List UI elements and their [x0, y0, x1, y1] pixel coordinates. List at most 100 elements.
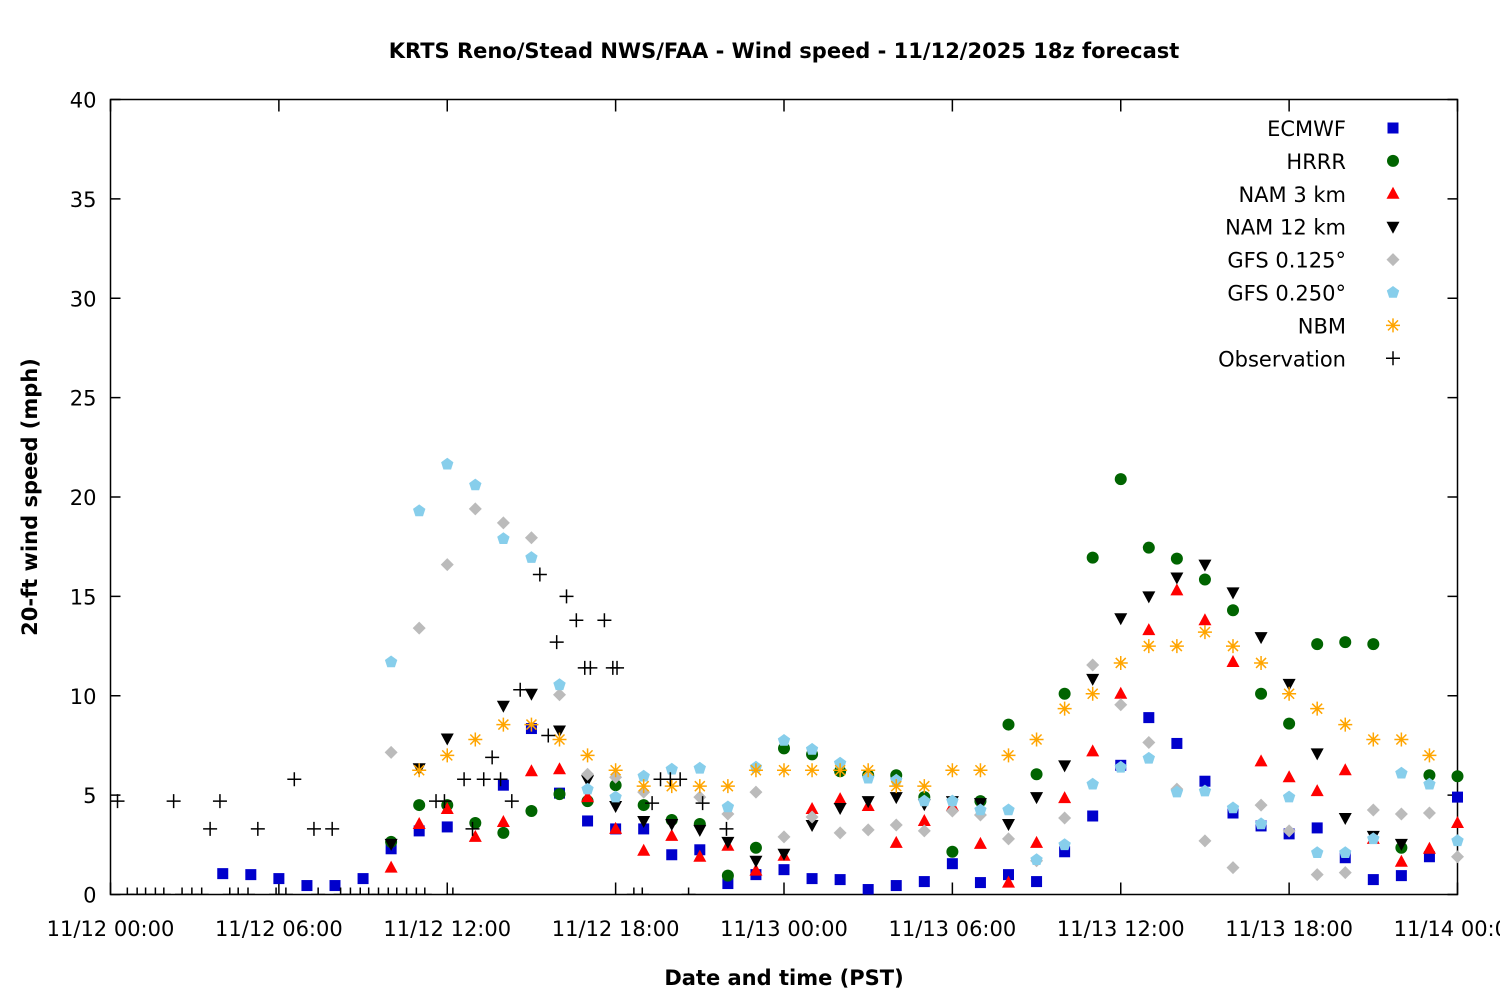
x-tick-label: 11/14 00:00	[1394, 917, 1500, 941]
data-point-ecmwf	[1171, 737, 1183, 749]
data-point-ecmwf	[301, 880, 313, 892]
data-point-hrrr	[749, 841, 762, 854]
data-point-hrrr	[1367, 638, 1380, 651]
data-point-observation	[389, 887, 404, 895]
data-point-ecmwf	[1423, 851, 1435, 863]
legend-label: NAM 12 km	[1225, 216, 1346, 240]
y-tick-label: 20	[70, 486, 97, 510]
data-point-hrrr	[525, 805, 538, 818]
data-point-ecmwf	[273, 873, 285, 885]
data-point-observation	[278, 887, 293, 895]
legend-marker-nam-3-km	[1386, 186, 1400, 199]
data-point-observation	[306, 821, 321, 836]
data-point-ecmwf	[1199, 775, 1211, 787]
legend-label: NAM 3 km	[1238, 183, 1346, 207]
data-point-ecmwf	[834, 874, 846, 886]
data-point-nam-12-km	[833, 803, 847, 816]
series-gfs-0-250	[384, 457, 1464, 865]
data-point-nam-3-km	[468, 829, 482, 842]
y-tick-label: 35	[70, 188, 97, 212]
data-point-nbm	[1226, 639, 1240, 654]
data-point-gfs-0-250	[974, 803, 987, 816]
data-point-gfs-0-250	[441, 457, 454, 470]
data-point-nbm	[917, 779, 932, 794]
data-point-gfs-0-125	[917, 824, 931, 838]
data-point-observation	[287, 772, 302, 787]
data-point-nam-12-km	[524, 688, 538, 701]
data-point-nam-3-km	[1310, 784, 1324, 797]
data-point-nam-12-km	[1254, 632, 1268, 645]
data-point-ecmwf	[666, 849, 678, 861]
data-point-observation	[371, 887, 386, 895]
legend-label: Observation	[1218, 347, 1346, 371]
data-point-nbm	[1169, 639, 1184, 654]
data-point-observation	[156, 887, 171, 895]
data-point-nam-12-km	[1058, 760, 1072, 773]
data-point-observation	[381, 887, 396, 895]
x-tick-label: 11/13 06:00	[889, 917, 1017, 941]
data-point-nam-3-km	[1198, 613, 1212, 626]
data-point-hrrr	[1451, 770, 1464, 783]
data-point-ecmwf	[918, 876, 930, 888]
data-point-gfs-0-125	[749, 785, 763, 799]
data-point-nbm	[1254, 655, 1269, 670]
data-point-observation	[549, 635, 564, 650]
data-point-ecmwf	[245, 869, 257, 881]
data-point-gfs-0-250	[1339, 846, 1352, 858]
data-point-ecmwf	[1059, 846, 1071, 858]
data-point-hrrr	[946, 845, 959, 858]
data-point-nam-3-km	[581, 790, 595, 803]
data-point-gfs-0-125	[524, 531, 538, 545]
data-point-nam-3-km	[1002, 875, 1015, 888]
data-point-nam-12-km	[1338, 812, 1352, 825]
data-point-gfs-0-250	[497, 532, 510, 544]
chart-title: KRTS Reno/Stead NWS/FAA - Wind speed - 1…	[389, 39, 1180, 63]
legend-label: NBM	[1298, 314, 1346, 338]
data-point-nbm	[692, 779, 707, 794]
data-point-gfs-0-125	[496, 516, 510, 530]
data-point-nbm	[440, 748, 455, 763]
data-point-observation	[194, 887, 209, 895]
data-point-observation	[559, 589, 574, 604]
x-tick-label: 11/12 18:00	[552, 917, 680, 941]
data-point-nam-12-km	[384, 838, 398, 851]
data-point-nam-12-km	[1002, 818, 1015, 831]
data-point-nam-3-km	[1282, 770, 1296, 783]
data-point-observation	[241, 887, 256, 895]
data-point-gfs-0-125	[468, 502, 482, 516]
data-point-nam-12-km	[805, 819, 819, 832]
data-point-gfs-0-250	[1423, 777, 1436, 790]
data-point-gfs-0-125	[1198, 834, 1212, 848]
data-point-nam-12-km	[665, 818, 679, 831]
data-point-nam-3-km	[693, 849, 707, 862]
data-point-observation	[437, 794, 452, 809]
data-point-gfs-0-250	[553, 678, 566, 691]
data-point-gfs-0-125	[1366, 803, 1380, 817]
data-point-observation	[504, 794, 519, 809]
data-point-ecmwf	[1452, 791, 1463, 803]
data-point-gfs-0-250	[384, 655, 398, 668]
data-point-gfs-0-250	[862, 771, 875, 784]
data-point-nbm	[1141, 639, 1156, 654]
data-point-ecmwf	[946, 858, 958, 870]
data-point-hrrr	[1423, 769, 1436, 782]
data-point-gfs-0-125	[1282, 824, 1296, 838]
data-point-hrrr	[1198, 573, 1211, 586]
data-point-observation	[110, 794, 125, 809]
data-point-observation	[583, 660, 598, 675]
data-point-nam-12-km	[721, 836, 735, 849]
data-point-nbm	[861, 763, 876, 778]
data-point-nam-12-km	[1310, 748, 1324, 761]
data-point-gfs-0-250	[1058, 838, 1071, 851]
data-point-gfs-0-250	[609, 790, 622, 803]
data-point-gfs-0-250	[1170, 785, 1184, 798]
data-point-gfs-0-125	[553, 688, 566, 702]
data-point-nbm	[608, 763, 623, 778]
data-point-nbm	[580, 748, 595, 763]
data-point-nbm	[1394, 732, 1409, 747]
data-point-ecmwf	[1003, 869, 1014, 881]
data-point-gfs-0-125	[777, 830, 791, 844]
data-point-gfs-0-250	[525, 551, 538, 563]
data-point-gfs-0-125	[384, 745, 398, 759]
data-point-observation	[476, 772, 491, 787]
